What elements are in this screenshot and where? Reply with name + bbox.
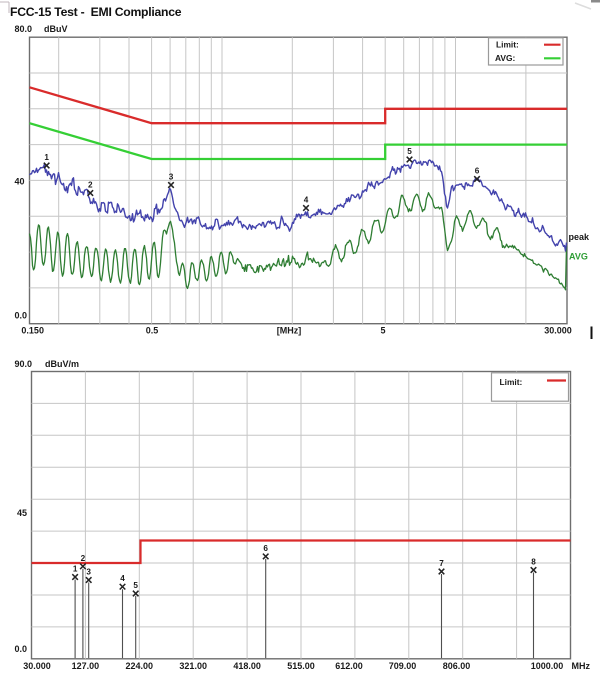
svg-text:515.00: 515.00 — [287, 661, 315, 671]
svg-text:80.0: 80.0 — [15, 24, 33, 34]
svg-text:MHz: MHz — [572, 661, 591, 671]
svg-text:[MHz]: [MHz] — [277, 326, 302, 336]
svg-text:806.00: 806.00 — [443, 661, 471, 671]
svg-text:6: 6 — [475, 167, 480, 176]
svg-text:0.5: 0.5 — [146, 326, 159, 336]
svg-text:30.000: 30.000 — [23, 661, 51, 671]
svg-text:dBuV: dBuV — [44, 24, 68, 34]
svg-text:709.00: 709.00 — [389, 661, 417, 671]
svg-text:Limit:: Limit: — [500, 377, 523, 387]
svg-text:612.00: 612.00 — [335, 661, 363, 671]
svg-text:321.00: 321.00 — [179, 661, 207, 671]
svg-text:AVG: AVG — [569, 252, 588, 262]
svg-text:45: 45 — [17, 508, 27, 518]
svg-text:4: 4 — [304, 196, 309, 205]
svg-text:5: 5 — [407, 147, 412, 156]
svg-text:418.00: 418.00 — [233, 661, 261, 671]
svg-text:6: 6 — [263, 544, 268, 553]
svg-text:peak: peak — [569, 232, 591, 242]
svg-text:30.000: 30.000 — [544, 326, 572, 336]
svg-text:2: 2 — [88, 181, 93, 190]
svg-text:127.00: 127.00 — [72, 661, 100, 671]
svg-text:3: 3 — [169, 173, 174, 182]
svg-text:5: 5 — [133, 581, 138, 590]
svg-text:40: 40 — [15, 177, 25, 187]
svg-text:1: 1 — [73, 565, 78, 574]
svg-text:Limit:: Limit: — [496, 40, 519, 50]
svg-text:0.150: 0.150 — [21, 326, 44, 336]
svg-text:dBuV/m: dBuV/m — [45, 359, 79, 369]
svg-text:0.0: 0.0 — [15, 311, 28, 321]
svg-text:8: 8 — [531, 558, 536, 567]
svg-text:2: 2 — [81, 554, 86, 563]
svg-text:224.00: 224.00 — [126, 661, 154, 671]
svg-text:FCC-15 Test - EMI Compliance: FCC-15 Test - EMI Compliance — [10, 5, 182, 19]
svg-text:5: 5 — [380, 326, 385, 336]
svg-text:1000.00: 1000.00 — [531, 661, 564, 671]
svg-text:0.0: 0.0 — [15, 644, 28, 654]
svg-text:4: 4 — [120, 574, 125, 583]
svg-text:3: 3 — [86, 568, 91, 577]
svg-text:7: 7 — [439, 559, 444, 568]
svg-text:1: 1 — [44, 153, 49, 162]
svg-text:90.0: 90.0 — [15, 359, 33, 369]
svg-text:AVG:: AVG: — [495, 53, 515, 63]
